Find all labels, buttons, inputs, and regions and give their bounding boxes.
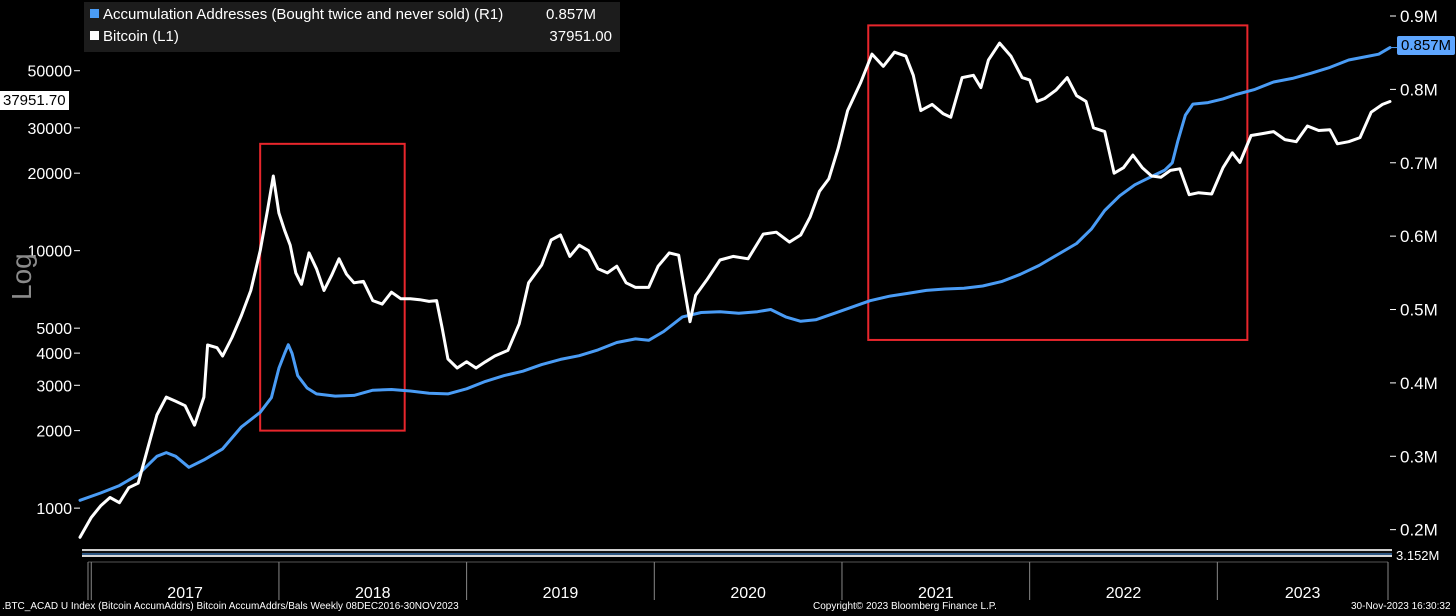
y-right-tick-label: 0.4M — [1400, 374, 1438, 393]
x-year-label: 2019 — [543, 585, 579, 602]
y-left-tick-label: 3000 — [36, 378, 72, 395]
y-right-tick-label: 0.8M — [1400, 80, 1438, 99]
y-right-tick-label: 0.6M — [1400, 227, 1438, 246]
y-left-tick-label: 50000 — [28, 64, 73, 81]
y-left-tick-label: 20000 — [28, 166, 73, 183]
y-left-tick-label: 1000 — [36, 501, 72, 518]
y-right-tick-label: 0.3M — [1400, 447, 1438, 466]
x-year-label: 2018 — [355, 585, 391, 602]
y-right-tick-label: 0.5M — [1400, 301, 1438, 320]
y-left-tick-label: 4000 — [36, 346, 72, 363]
y-right-tick-label: 0.7M — [1400, 154, 1438, 173]
series-line-bitcoin — [78, 41, 1392, 539]
y-axis-scale-label: Log — [6, 253, 37, 300]
left-last-value-badge: 37951.70 — [0, 91, 69, 110]
series-line-accumulation-addresses — [78, 46, 1392, 502]
legend-value-accumulation: 0.857M — [546, 6, 597, 23]
y-right-tick-label: 0.2M — [1400, 521, 1438, 540]
legend-label-accumulation: Accumulation Addresses (Bought twice and… — [103, 6, 504, 23]
legend-swatch-bitcoin — [90, 31, 99, 40]
legend-label-bitcoin: Bitcoin (L1) — [103, 28, 179, 45]
legend-entry-accumulation: Accumulation Addresses (Bought twice and… — [90, 4, 620, 26]
right-last-value-badge: 0.857M — [1397, 36, 1456, 55]
legend-swatch-accumulation — [90, 9, 99, 18]
y-right-tick-label: 0.9M — [1400, 7, 1438, 26]
highlight-box — [867, 24, 1249, 341]
x-year-label: 2022 — [1106, 585, 1142, 602]
footer-copyright: Copyright© 2023 Bloomberg Finance L.P. — [813, 601, 997, 612]
footer-index-info: .BTC_ACAD U Index (Bitcoin AccumAddrs) B… — [2, 601, 459, 612]
x-year-label: 2021 — [918, 585, 954, 602]
x-year-label: 2017 — [167, 585, 203, 602]
overview-value-label: 3.152M — [1396, 548, 1439, 563]
y-left-tick-label: 30000 — [28, 121, 73, 138]
legend-value-bitcoin: 37951.00 — [549, 28, 612, 45]
x-year-label: 2023 — [1285, 585, 1321, 602]
y-left-tick-label: 10000 — [28, 244, 73, 261]
y-left-tick-label: 5000 — [36, 321, 72, 338]
chart-legend: Accumulation Addresses (Bought twice and… — [84, 2, 620, 52]
footer-timestamp: 30-Nov-2023 16:30:32 — [1351, 601, 1451, 612]
x-year-label: 2020 — [730, 585, 766, 602]
highlight-box — [259, 142, 406, 432]
legend-entry-bitcoin: Bitcoin (L1) 37951.00 — [90, 26, 620, 48]
y-left-tick-label: 2000 — [36, 424, 72, 441]
